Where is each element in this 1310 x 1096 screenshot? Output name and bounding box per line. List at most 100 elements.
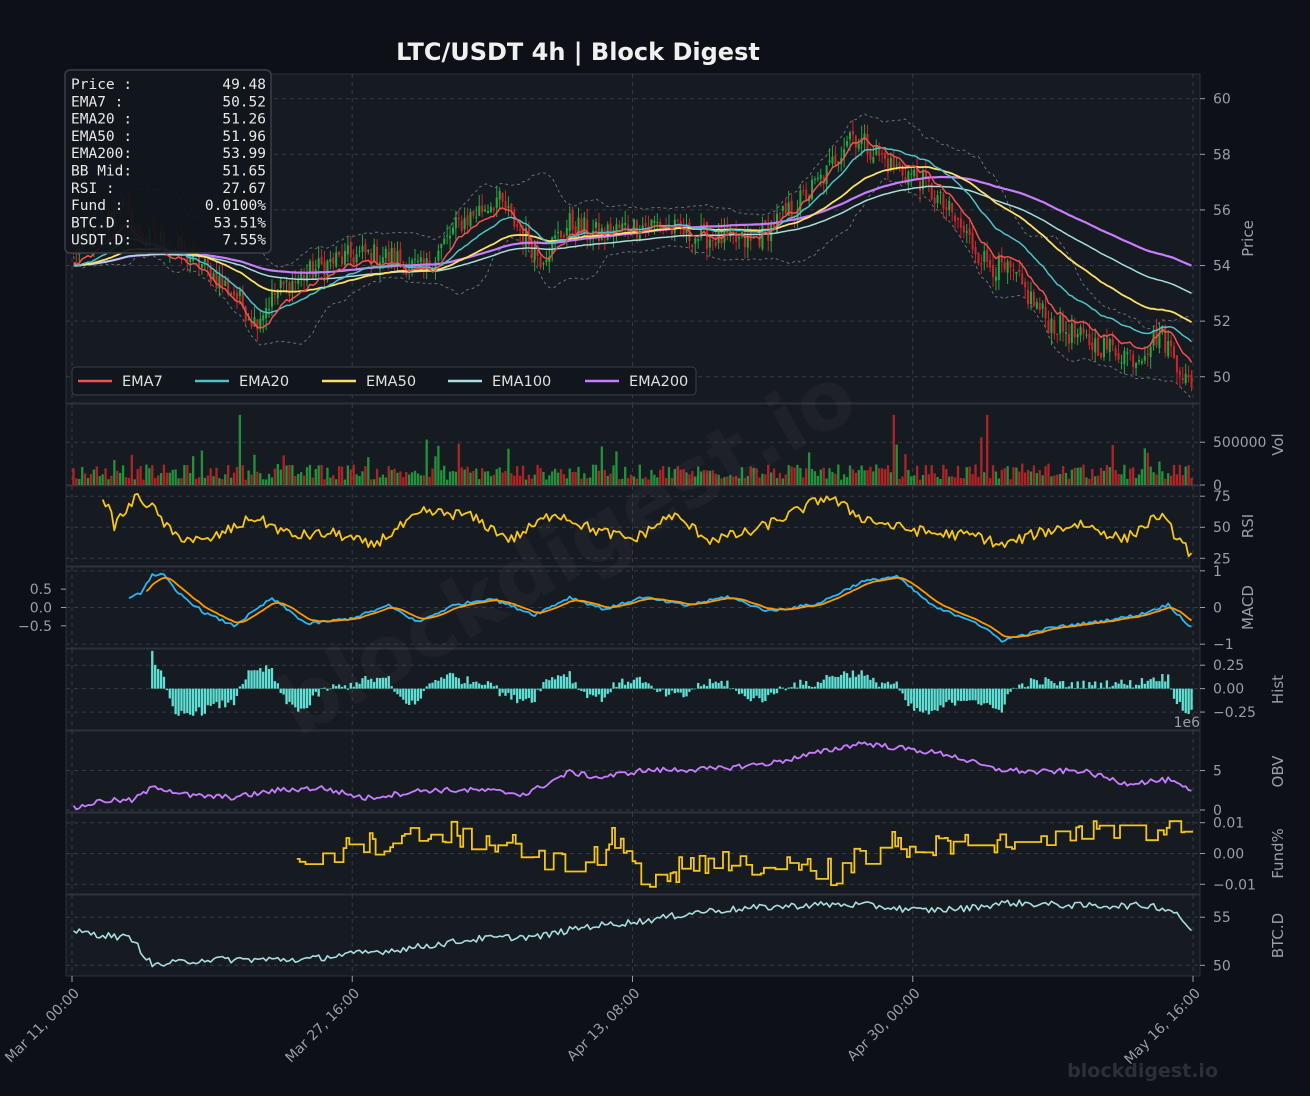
info-label: USDT.D: — [71, 233, 132, 249]
hist-bar — [562, 674, 566, 689]
volume-bar — [335, 479, 338, 485]
candle-body — [288, 282, 291, 296]
volume-bar — [425, 439, 428, 485]
candle-body — [574, 226, 577, 237]
hist-bar — [772, 688, 776, 695]
candle-body — [305, 274, 309, 282]
volume-bar — [460, 467, 463, 485]
hist-ytick-label: 0.00 — [1213, 682, 1244, 698]
candle-body — [831, 156, 834, 164]
hist-bar — [311, 688, 315, 696]
volume-bar — [539, 467, 542, 485]
candle-body — [857, 143, 860, 149]
hist-bar — [480, 684, 484, 689]
volume-bar — [133, 479, 136, 485]
candle-body — [416, 260, 419, 263]
volume-bar — [510, 473, 513, 485]
candle-body — [361, 245, 364, 252]
info-value: 49.48 — [222, 77, 266, 93]
candle-body — [1146, 353, 1149, 355]
candle-body — [571, 210, 574, 230]
volume-bar — [416, 473, 420, 485]
candle-body — [653, 220, 656, 223]
candle-body — [1062, 314, 1065, 332]
volume-bar — [1143, 448, 1146, 485]
hist-bar — [279, 688, 282, 694]
candle-body — [1038, 302, 1041, 311]
volume-bar — [262, 479, 265, 485]
volume-bar — [758, 477, 761, 485]
volume-bar — [813, 471, 817, 485]
candle-body — [1006, 261, 1009, 273]
volume-bar — [183, 464, 186, 485]
btcd-line — [73, 899, 1193, 968]
hist-bar — [448, 672, 452, 689]
hist-bar — [1175, 688, 1179, 705]
volume-bar — [635, 478, 639, 485]
hist-bar — [1015, 688, 1018, 690]
candle-body — [854, 135, 857, 148]
candle-body — [594, 221, 598, 228]
volume-bar — [805, 468, 808, 485]
candle-body — [466, 215, 469, 226]
hist-bar — [1088, 682, 1091, 689]
hist-bar — [1050, 680, 1053, 689]
hist-bar — [965, 688, 968, 701]
vol-panel: 500000 0 Vol — [65, 403, 1287, 494]
candle-body — [460, 220, 463, 232]
candle-body — [956, 217, 960, 220]
hist-bar — [997, 688, 1001, 710]
info-box-frame — [64, 69, 272, 254]
obv-ytick-label: 0 — [1213, 803, 1222, 819]
volume-bar — [778, 473, 782, 485]
hist-bar — [670, 688, 674, 691]
hist-bar — [1178, 688, 1182, 702]
volume-bar — [854, 472, 857, 485]
volume-bar — [586, 478, 589, 485]
hist-bar — [302, 688, 306, 709]
candle-body — [533, 246, 536, 261]
candle-body — [951, 202, 954, 213]
volume-bar — [769, 472, 773, 485]
rsi-panel: 75 50 25 RSI — [65, 485, 1257, 567]
volume-bar — [1158, 461, 1161, 485]
hist-bar — [994, 688, 998, 709]
candle-body — [262, 315, 265, 321]
hist-bar — [1009, 688, 1012, 692]
volume-bar — [609, 473, 612, 485]
volume-bar — [311, 477, 315, 485]
hist-bar — [215, 688, 218, 703]
volume-bar — [1023, 472, 1027, 485]
fund-panel: 0.01 0.00 −0.01 Fund% — [65, 812, 1287, 895]
hist-bar — [533, 688, 536, 703]
hist-bar — [583, 688, 586, 692]
volume-bar — [440, 470, 443, 485]
candle-body — [743, 232, 746, 248]
volume-bar — [501, 472, 504, 485]
hist-bar — [828, 676, 831, 689]
candle-body — [904, 177, 907, 182]
hist-bar — [825, 675, 828, 689]
volume-bar — [629, 474, 633, 485]
candle-body — [609, 223, 612, 237]
candle-body — [227, 278, 230, 295]
volume-bar — [752, 467, 755, 485]
hist-bar — [486, 681, 490, 689]
candle-body — [486, 210, 490, 213]
hist-bar — [402, 688, 405, 700]
volume-bar — [448, 471, 452, 485]
candle-body — [828, 160, 831, 163]
candle-body — [962, 225, 965, 233]
volume-bar — [624, 466, 627, 485]
volume-bar — [1053, 475, 1056, 485]
hist-bar — [504, 688, 507, 696]
candle-body — [501, 193, 504, 202]
hist-bar — [653, 688, 656, 690]
volume-bar — [469, 472, 472, 485]
candle-body — [778, 212, 781, 214]
volume-bar — [189, 472, 192, 485]
candle-body — [1184, 373, 1187, 384]
hist-bar — [606, 688, 609, 694]
candle-body — [895, 164, 898, 166]
